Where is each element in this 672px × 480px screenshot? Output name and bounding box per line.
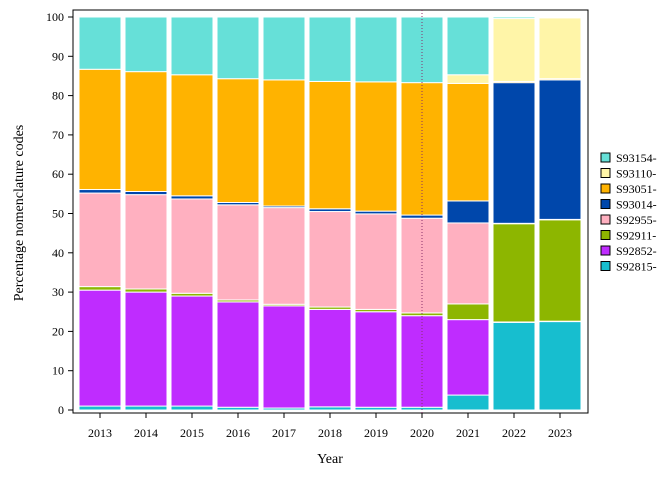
bar-segment-2017-S92852 <box>262 305 306 409</box>
y-tick-label: 80 <box>52 89 64 103</box>
bar-segment-2021-S92911 <box>446 303 490 321</box>
legend-label: S92852- <box>616 244 657 258</box>
bar-segment-2018-S92955 <box>308 211 352 308</box>
bar-segment-2022-S93154 <box>492 16 536 20</box>
y-tick-label: 90 <box>52 49 64 63</box>
x-tick-label: 2014 <box>134 426 158 440</box>
legend-swatch <box>600 199 611 209</box>
x-tick-label: 2020 <box>410 426 434 440</box>
bar-segment-2015-S92852 <box>170 295 214 407</box>
bar-segment-2013-S92852 <box>78 289 122 407</box>
legend-label: S92955- <box>616 213 657 227</box>
bar-segment-2014-S93051 <box>124 71 168 192</box>
legend-swatch <box>600 214 611 225</box>
bar-segment-2017-S93051 <box>262 79 306 207</box>
bar-segment-2019-S92955 <box>354 213 398 310</box>
y-axis: 0 10 20 30 40 50 60 70 80 90 100 <box>46 10 73 417</box>
bar-segment-2015-S92815 <box>170 405 214 411</box>
x-tick-label: 2015 <box>180 426 204 440</box>
x-tick-label: 2017 <box>272 426 296 440</box>
x-tick-label: 2023 <box>548 426 572 440</box>
bar-segment-2013-S93014 <box>78 189 122 194</box>
bar-segment-2021-S93154 <box>446 16 490 76</box>
bar-segment-2022-S92815 <box>492 321 536 411</box>
x-axis-title: Year <box>317 452 343 467</box>
bar-segment-2021-S93110 <box>446 74 490 84</box>
bar-segment-2019-S93051 <box>354 81 398 212</box>
x-tick-label: 2013 <box>88 426 112 440</box>
bar-segment-2016-S92955 <box>216 204 260 301</box>
bar-segment-2015-S92955 <box>170 198 214 294</box>
legend-swatch <box>600 261 611 271</box>
legend-label: S93154- <box>616 151 657 165</box>
bar-segment-2023-S92911 <box>538 219 582 322</box>
bars-group <box>78 16 582 411</box>
bar-segment-2022-S92911 <box>492 223 536 323</box>
legend-label: S93110- <box>616 167 656 181</box>
y-tick-label: 50 <box>52 207 64 221</box>
bar-segment-2013-S93051 <box>78 68 122 191</box>
bar-segment-2013-S92911 <box>78 286 122 291</box>
bar-segment-2014-S92955 <box>124 194 168 290</box>
bar-segment-2021-S93014 <box>446 200 490 224</box>
y-tick-label: 0 <box>58 403 64 417</box>
legend-swatch <box>600 245 611 256</box>
bar-segment-2018-S93154 <box>308 16 352 82</box>
bar-segment-2016-S92852 <box>216 301 260 408</box>
bar-segment-2019-S93154 <box>354 16 398 83</box>
bar-segment-2015-S93051 <box>170 74 214 197</box>
bar-segment-2014-S92815 <box>124 405 168 411</box>
bar-segment-2014-S92852 <box>124 291 168 407</box>
bar-segment-2022-S93014 <box>492 82 536 224</box>
bar-segment-2023-S93014 <box>538 79 582 220</box>
bar-segment-2014-S93154 <box>124 16 168 73</box>
bar-segment-2023-S92815 <box>538 321 582 411</box>
y-tick-label: 100 <box>46 10 64 24</box>
bar-segment-2021-S92955 <box>446 222 490 305</box>
bar-segment-2016-S93051 <box>216 78 260 203</box>
bar-segment-2017-S93154 <box>262 16 306 81</box>
legend-swatch <box>600 168 611 178</box>
y-tick-label: 70 <box>52 128 64 142</box>
legend-swatch <box>600 152 611 163</box>
legend-swatch <box>600 230 611 240</box>
y-tick-label: 10 <box>52 364 64 378</box>
bar-segment-2018-S92852 <box>308 308 352 408</box>
bar-segment-2018-S93051 <box>308 80 352 210</box>
x-tick-label: 2021 <box>456 426 480 440</box>
bar-segment-2013-S93154 <box>78 16 122 70</box>
bar-segment-2022-S93110 <box>492 18 536 82</box>
bar-segment-2021-S93051 <box>446 82 490 202</box>
y-axis-title: Percentage nomenclature codes <box>12 125 27 301</box>
y-tick-label: 60 <box>52 167 64 181</box>
bar-segment-2013-S92815 <box>78 405 122 411</box>
bar-segment-2021-S92852 <box>446 319 490 396</box>
x-tick-label: 2016 <box>226 426 250 440</box>
bar-segment-2023-S93154 <box>538 16 582 19</box>
bar-segment-2017-S92955 <box>262 207 306 305</box>
bar-segment-2016-S93154 <box>216 16 260 80</box>
legend-label: S92815- <box>616 260 657 274</box>
bar-segment-2013-S92955 <box>78 192 122 288</box>
bar-segment-2019-S92852 <box>354 311 398 408</box>
x-tick-label: 2019 <box>364 426 388 440</box>
legend-swatch <box>600 183 611 194</box>
x-axis: 2013 2014 2015 2016 2017 2018 2019 2020 2021 2022… <box>88 413 572 440</box>
x-tick-label: 2018 <box>318 426 342 440</box>
bar-segment-2021-S92815 <box>446 394 490 411</box>
y-tick-label: 20 <box>52 324 64 338</box>
bar-segment-2015-S93154 <box>170 16 214 76</box>
legend-label: S93051- <box>616 182 657 196</box>
x-tick-label: 2022 <box>502 426 526 440</box>
legend: S93154- S93110-S93051- S93014-S92955- S9291… <box>600 151 657 274</box>
bar-segment-2023-S93110 <box>538 17 582 80</box>
legend-label: S92911- <box>616 229 656 243</box>
y-tick-label: 40 <box>52 246 64 260</box>
y-tick-label: 30 <box>52 285 64 299</box>
legend-label: S93014- <box>616 198 657 212</box>
